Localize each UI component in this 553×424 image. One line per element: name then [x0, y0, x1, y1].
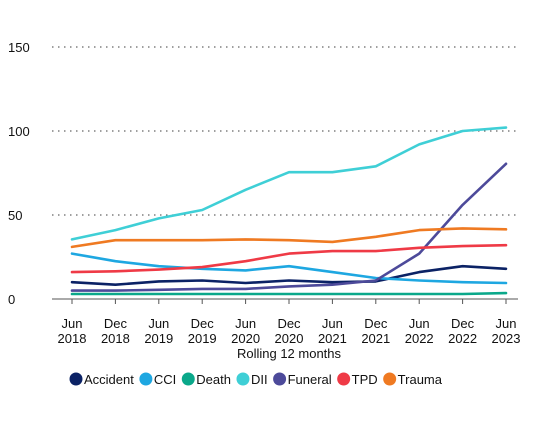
legend-marker-cci	[139, 372, 153, 386]
x-axis-title: Rolling 12 months	[237, 346, 342, 361]
y-tick-label: 50	[8, 208, 22, 223]
x-tick-label-month: Dec	[364, 316, 388, 331]
x-tick-label-month: Jun	[62, 316, 83, 331]
legend-label-funeral: Funeral	[288, 372, 332, 387]
x-tick-label-month: Dec	[104, 316, 128, 331]
legend-marker-tpd	[337, 372, 351, 386]
y-tick-label: 100	[8, 124, 30, 139]
x-tick-label-year: 2022	[405, 331, 434, 346]
x-tick-label-year: 2018	[58, 331, 87, 346]
x-tick-label-year: 2021	[318, 331, 347, 346]
legend-label-death: Death	[196, 372, 231, 387]
legend-marker-accident	[69, 372, 83, 386]
x-tick-label-year: 2022	[448, 331, 477, 346]
x-tick-label-month: Dec	[191, 316, 215, 331]
x-tick-label-year: 2019	[188, 331, 217, 346]
legend-marker-dii	[236, 372, 250, 386]
series-line-funeral	[70, 162, 508, 292]
y-axis-ticks: 0 50 100 150	[8, 40, 30, 307]
x-axis-ticks: Jun2018Dec2018Jun2019Dec2019Jun2020Dec20…	[58, 299, 521, 346]
legend-label-tpd: TPD	[352, 372, 378, 387]
series-line-dii	[70, 126, 508, 241]
x-tick-label-month: Dec	[451, 316, 475, 331]
y-tick-label: 0	[8, 292, 15, 307]
legend-marker-funeral	[273, 372, 287, 386]
series-line-death	[70, 291, 508, 296]
x-tick-label-month: Jun	[409, 316, 430, 331]
x-tick-label-year: 2020	[275, 331, 304, 346]
x-tick-label-year: 2023	[492, 331, 521, 346]
legend-marker-trauma	[383, 372, 397, 386]
legend-label-accident: Accident	[84, 372, 134, 387]
legend-label-trauma: Trauma	[398, 372, 443, 387]
series-line-cci	[70, 252, 508, 285]
gridlines	[52, 46, 518, 300]
x-tick-label-month: Jun	[496, 316, 517, 331]
x-tick-label-month: Jun	[322, 316, 343, 331]
series-line-tpd	[70, 243, 508, 274]
x-tick-label-year: 2018	[101, 331, 130, 346]
series-line-trauma	[70, 227, 508, 249]
series-lines	[70, 126, 508, 296]
x-tick-label-month: Dec	[277, 316, 301, 331]
x-tick-label-year: 2021	[361, 331, 390, 346]
x-tick-label-month: Jun	[235, 316, 256, 331]
legend: Accident CCI Death DII Funeral TPD Trauma	[69, 372, 443, 387]
legend-label-dii: DII	[251, 372, 268, 387]
legend-label-cci: CCI	[154, 372, 176, 387]
series-line-accident	[70, 264, 508, 287]
y-tick-label: 150	[8, 40, 30, 55]
x-tick-label-month: Jun	[148, 316, 169, 331]
legend-marker-death	[181, 372, 195, 386]
x-tick-label-year: 2019	[144, 331, 173, 346]
x-tick-label-year: 2020	[231, 331, 260, 346]
